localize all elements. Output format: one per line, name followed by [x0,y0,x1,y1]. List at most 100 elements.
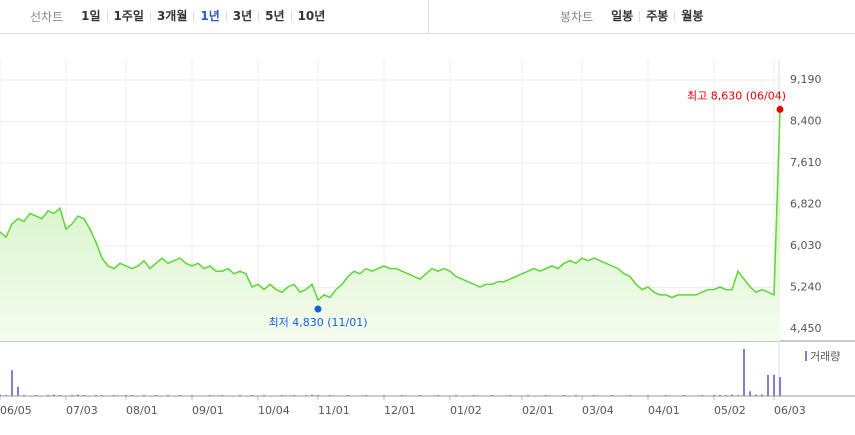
volume-bar [17,386,19,396]
volume-bar [71,395,73,396]
volume-bar [155,395,157,396]
volume-bar [509,395,511,396]
volume-bar [347,395,349,396]
volume-bar [713,395,715,396]
volume-bar [527,395,529,396]
legend-label: 거래량 [810,350,840,363]
period-tab[interactable]: 5년 [258,10,290,22]
period-tab[interactable]: 주봉 [639,10,674,22]
x-tick-label: 06/05 [0,404,32,417]
tab-group-label: 선차트 [30,10,64,24]
volume-bar [749,391,751,396]
x-tick-label: 01/02 [450,404,482,417]
candle-chart-tabs: 봉차트 일봉 주봉 월봉 [560,0,709,33]
y-tick-label: 7,610 [790,156,822,169]
volume-bar [35,395,37,396]
x-tick-label: 09/01 [192,404,224,417]
x-tick-label: 03/04 [582,404,614,417]
volume-bar [665,395,667,396]
volume-bar [53,394,55,396]
y-tick-label: 4,450 [790,322,822,335]
volume-bar [419,395,421,396]
volume-bar [743,349,745,396]
extreme-marker [776,105,784,113]
extreme-marker [314,305,322,313]
period-tab[interactable]: 3개월 [149,10,193,22]
x-tick-label: 02/01 [522,404,554,417]
x-tick-label: 06/03 [774,404,806,417]
volume-bar [5,395,7,396]
volume-bar [59,395,61,396]
volume-bar [683,395,685,396]
x-tick-label: 10/04 [258,404,290,417]
period-tab[interactable]: 1일 [81,9,101,23]
volume-bar [95,395,97,396]
volume-bar [281,395,283,396]
volume-bar [239,395,241,396]
volume-bar [47,395,49,396]
y-tick-label: 6,820 [790,198,822,211]
divider [428,0,429,33]
volume-bar [23,395,25,396]
volume-bar [719,395,721,396]
volume-bar [629,395,631,396]
volume-bar [761,394,763,396]
volume-bar [725,395,727,396]
period-tab[interactable]: 일봉 [611,9,634,23]
y-tick-label: 8,400 [790,115,822,128]
x-tick-label: 07/03 [66,404,98,417]
y-tick-label: 9,190 [790,73,822,86]
volume-bar [167,395,169,396]
chart-tabs: 선차트 1일 1주일 3개월 1년 3년 5년 10년 봉차트 일봉 주봉 월봉 [0,0,855,34]
period-tab[interactable]: 3년 [225,10,258,22]
tab-group-label: 봉차트 [560,10,594,24]
price-line [0,109,781,302]
volume-bar [701,395,703,396]
volume-bar [563,395,565,396]
volume-bar [593,395,595,396]
volume-bar [755,394,757,396]
volume-bar [83,395,85,396]
volume-bar [365,395,367,396]
volume-bar [611,395,613,396]
volume-bar [437,395,439,396]
line-chart-tabs: 선차트 1일 1주일 3개월 1년 3년 5년 10년 [30,0,331,33]
volume-bar [311,394,313,396]
volume-bar [251,395,253,396]
volume-bar [131,395,133,396]
volume-bar [401,395,403,396]
volume-bar [113,395,115,396]
volume-bar [77,394,79,396]
volume-bar [647,395,649,396]
volume-bar [317,395,319,396]
volume-bar [305,395,307,396]
period-tab[interactable]: 10년 [290,10,332,22]
legend-swatch [805,351,807,361]
volume-bar [329,395,331,396]
extreme-label: 최고 8,630 (06/04) [687,89,786,102]
volume-bar [575,395,577,396]
volume-bar [125,395,127,396]
period-tab[interactable]: 월봉 [674,10,709,22]
y-tick-label: 5,240 [790,281,822,294]
period-tab[interactable]: 1주일 [106,10,150,22]
area [0,109,780,342]
y-tick-label: 6,030 [790,239,822,252]
volume-bar [473,395,475,396]
volume-bar [455,395,457,396]
volume-bar [779,377,781,396]
volume-bar [263,395,265,396]
x-tick-label: 04/01 [648,404,680,417]
volume-bar [491,395,493,396]
volume-bar [143,395,145,396]
x-tick-label: 11/01 [318,404,350,417]
volume-bar [773,374,775,396]
volume-bar [0,394,1,396]
volume-bar [293,395,295,396]
volume-bar [731,394,733,396]
period-tab[interactable]: 1년 [193,10,225,22]
volume-bar [767,374,769,396]
volume-bar [209,395,211,396]
